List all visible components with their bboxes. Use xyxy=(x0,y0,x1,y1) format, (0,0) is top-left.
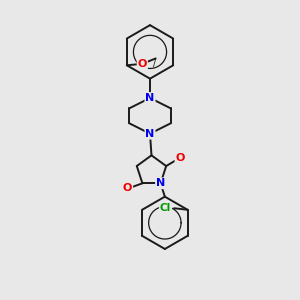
Text: N: N xyxy=(156,178,165,188)
Text: O: O xyxy=(138,59,147,69)
Text: N: N xyxy=(146,129,154,139)
Text: N: N xyxy=(146,93,154,103)
Text: /: / xyxy=(153,58,156,68)
Text: Cl: Cl xyxy=(160,203,171,213)
Text: O: O xyxy=(123,183,132,194)
Text: O: O xyxy=(176,153,185,163)
